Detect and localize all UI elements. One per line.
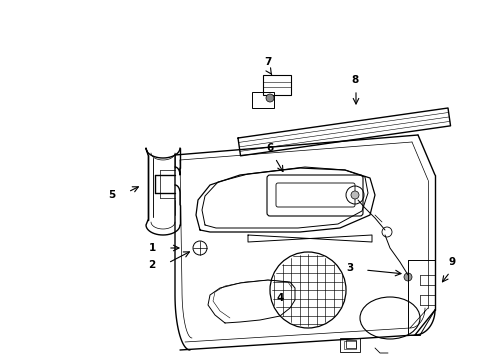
Text: 7: 7 xyxy=(264,57,271,67)
Text: 8: 8 xyxy=(351,75,358,85)
Circle shape xyxy=(350,191,358,199)
Text: 3: 3 xyxy=(346,263,353,273)
Circle shape xyxy=(403,273,411,281)
Bar xyxy=(339,338,359,352)
Circle shape xyxy=(265,94,273,102)
Text: 9: 9 xyxy=(447,257,455,267)
Bar xyxy=(263,75,290,95)
Bar xyxy=(251,92,273,108)
Text: 4: 4 xyxy=(276,293,283,303)
Text: 5: 5 xyxy=(108,190,115,200)
Text: 2: 2 xyxy=(148,260,155,270)
Text: 1: 1 xyxy=(148,243,155,253)
Bar xyxy=(346,340,355,348)
Text: 6: 6 xyxy=(266,143,273,153)
Bar xyxy=(343,341,355,349)
